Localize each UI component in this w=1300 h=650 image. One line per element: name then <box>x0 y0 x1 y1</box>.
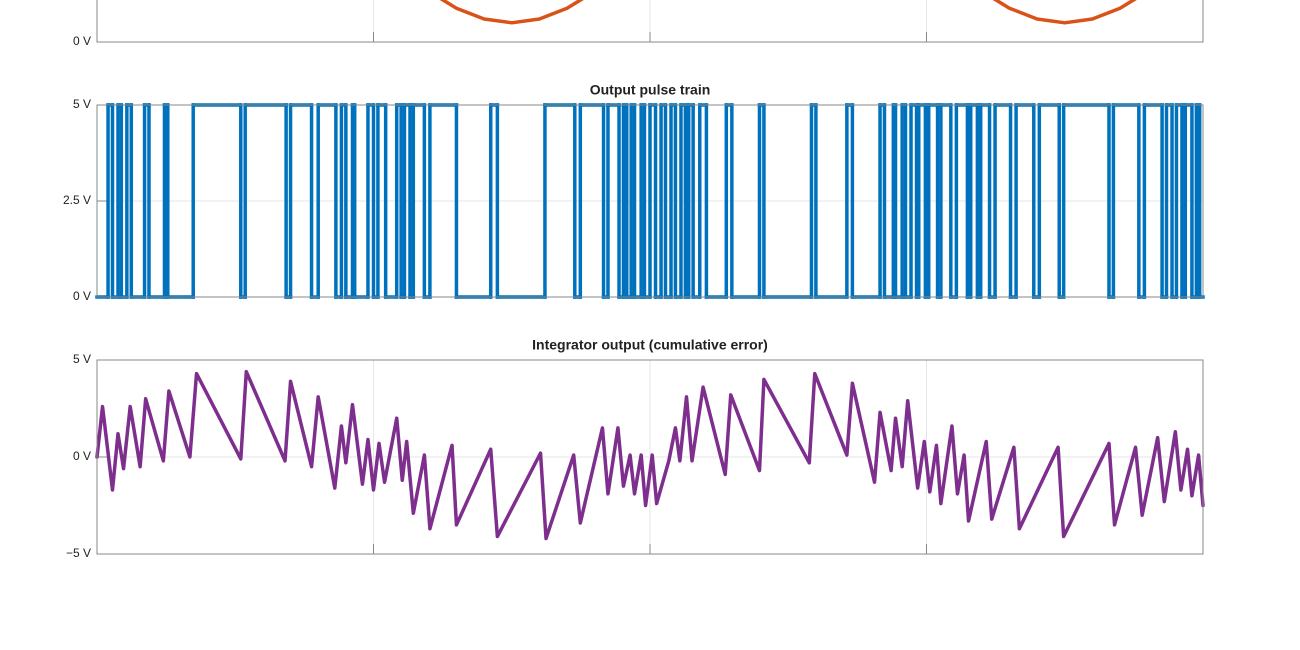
y-tick-label: 0 V <box>73 449 91 463</box>
line-series <box>95 369 1205 541</box>
panel: 0 V 2.5 V 5 V Output pulse train <box>63 82 1205 303</box>
y-tick-label: 5 V <box>73 97 91 111</box>
y-tick-label: −5 V <box>66 546 91 560</box>
panel: −5 V 0 V 5 V Integrator output (cumulative … <box>66 337 1205 560</box>
y-tick-label: 2.5 V <box>63 193 91 207</box>
chart-title: Output pulse train <box>590 82 711 98</box>
y-tick-label: 0 V <box>73 34 91 48</box>
panel: 0 V <box>73 0 1204 48</box>
plot-frame <box>96 359 1204 555</box>
chart-title: Integrator output (cumulative error) <box>532 337 768 353</box>
y-tick-label: 0 V <box>73 289 91 303</box>
plot-frame <box>96 0 1204 43</box>
plot-frame <box>96 104 1204 298</box>
y-tick-label: 5 V <box>73 352 91 366</box>
line-series <box>439 0 1137 25</box>
